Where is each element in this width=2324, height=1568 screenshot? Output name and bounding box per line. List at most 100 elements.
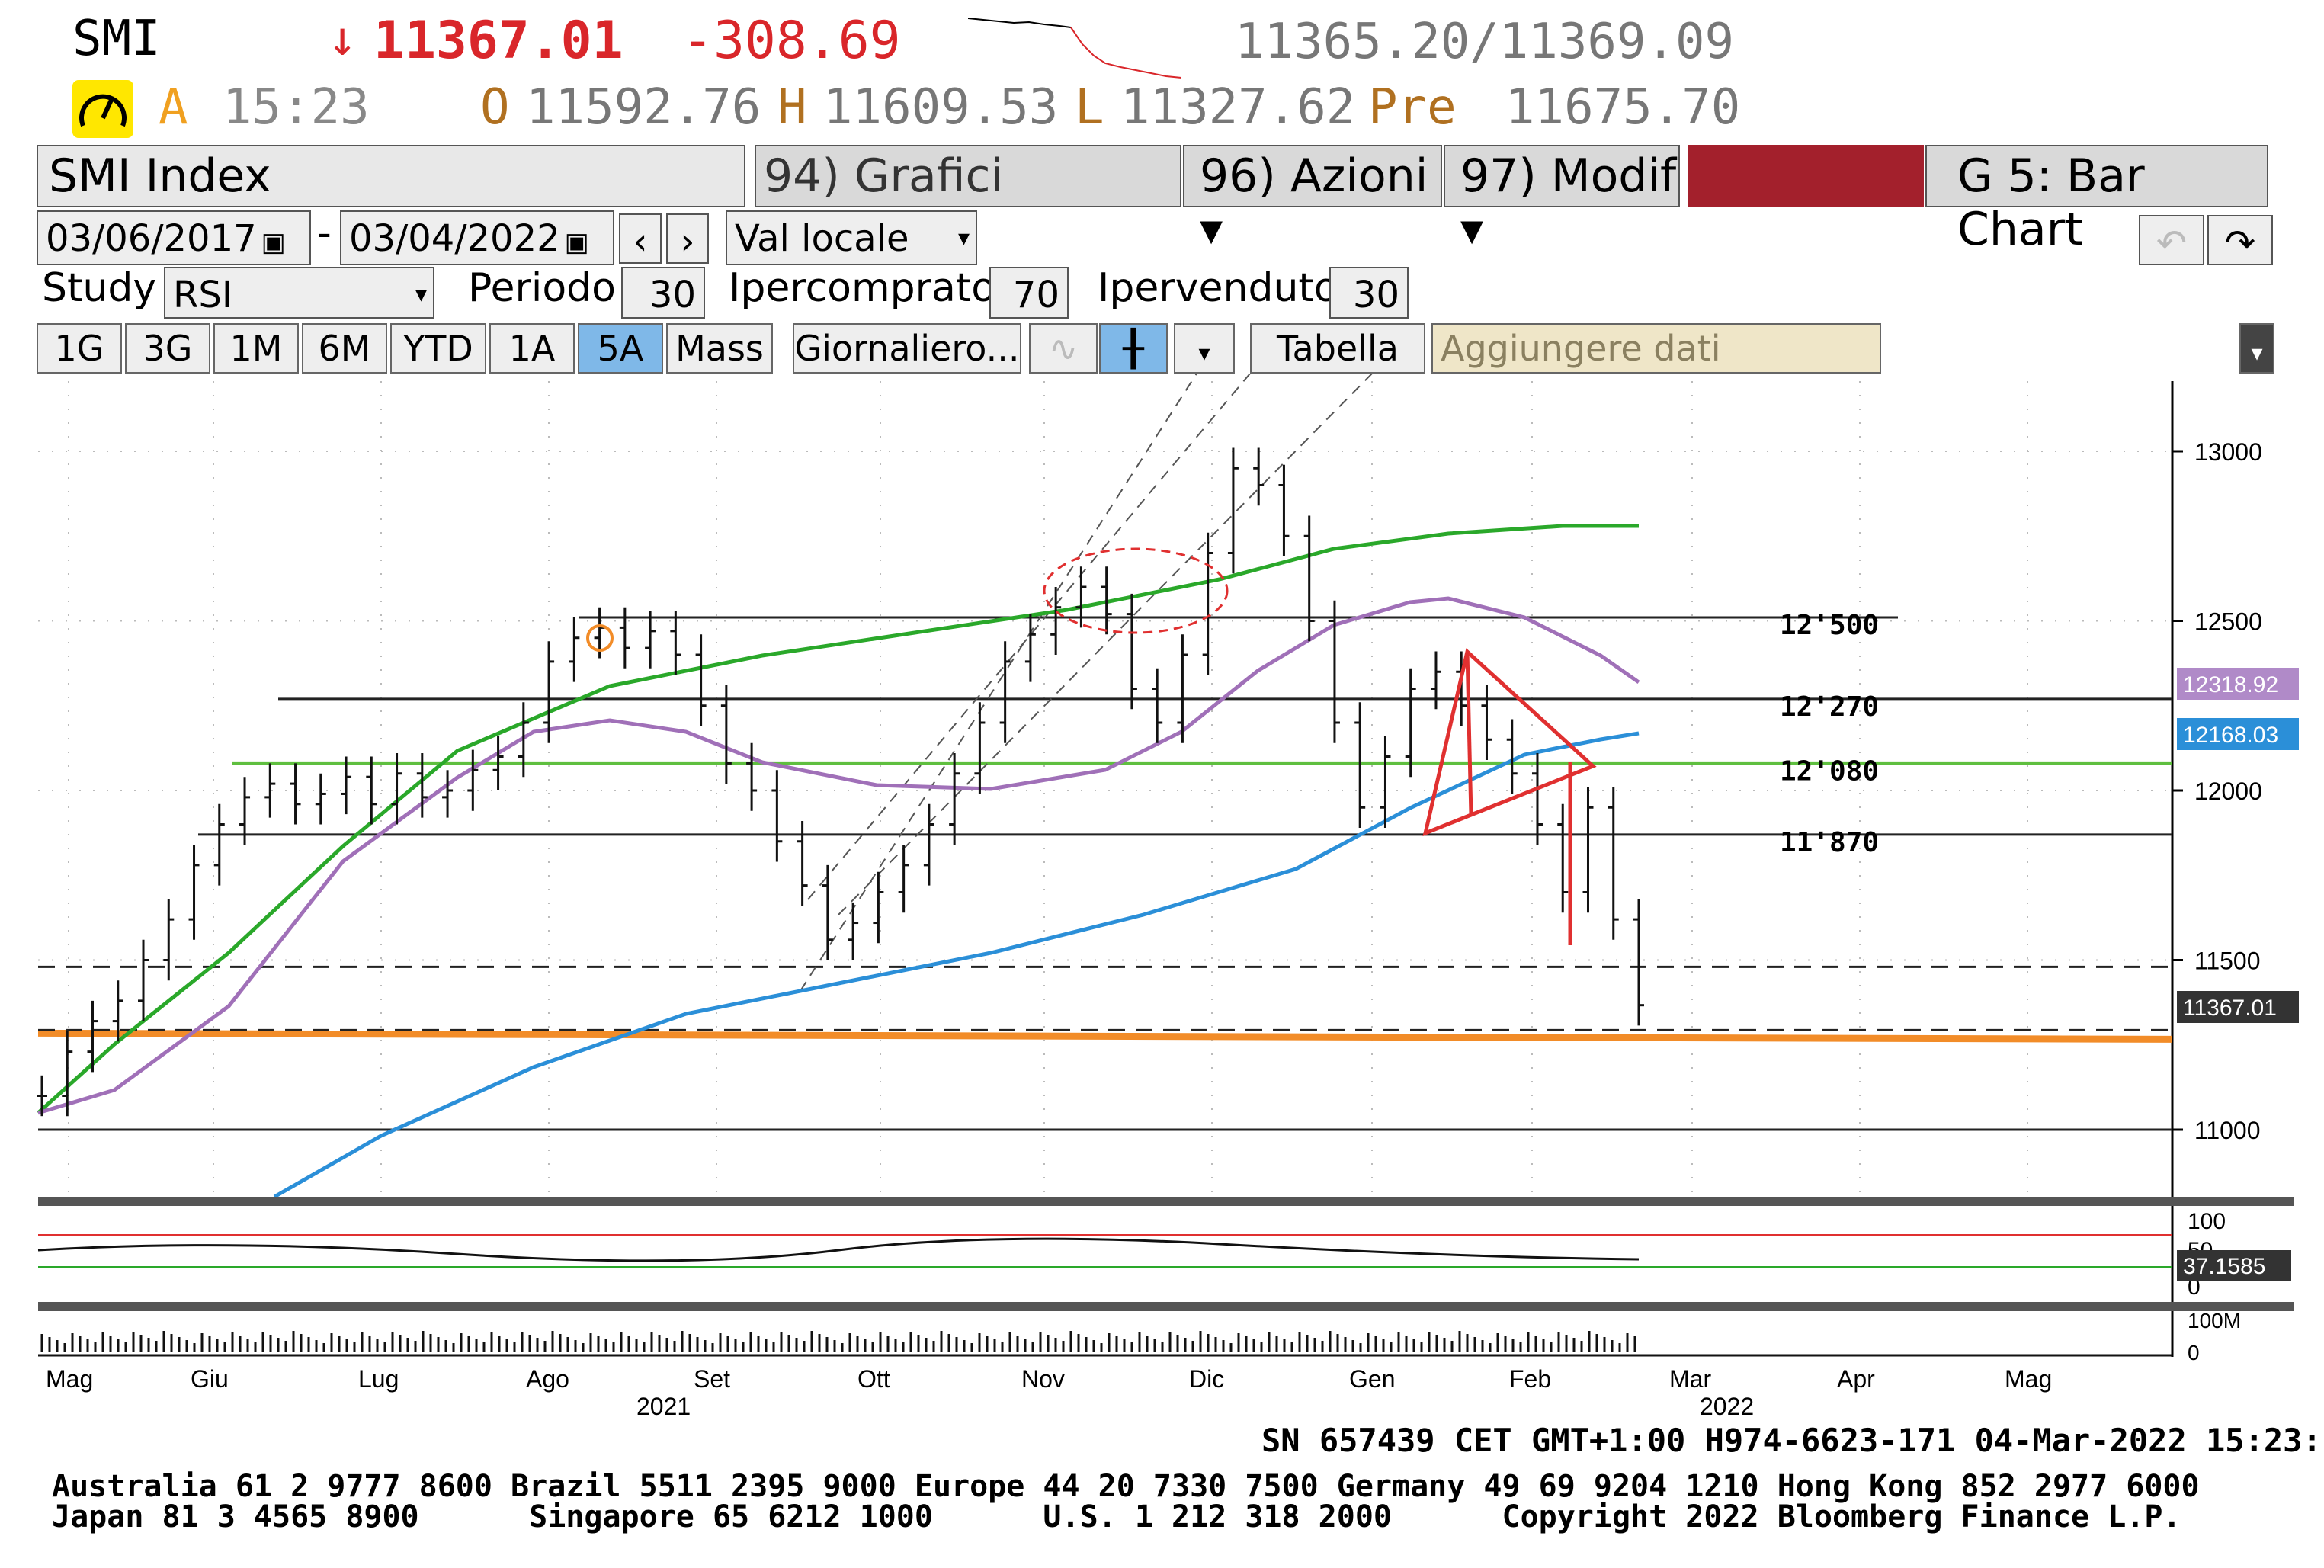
chevron-down-icon: ▾ [1198, 340, 1210, 367]
quote-time: 15:23 [223, 79, 370, 136]
menu-actions[interactable]: 96) Azioni ▾ [1183, 145, 1442, 256]
price-chart: 11000 11500 12000 12500 13000 12'500 12'27… [37, 374, 2299, 1420]
dashed-ellipse-annotation [1043, 547, 1229, 634]
bar-style-button[interactable]: ╂ [1099, 323, 1168, 374]
price-tick-label: 12000 [2188, 778, 2262, 805]
rsi-badge-label: 37.1585 [2183, 1254, 2265, 1279]
range-button-ytd[interactable]: YTD [390, 323, 486, 374]
circle-annotation [586, 624, 614, 652]
month-label: Gen [1349, 1365, 1395, 1393]
chevron-down-icon: ▾ [957, 225, 970, 252]
table-button[interactable]: Tabella [1250, 323, 1425, 374]
bid-ask: 11365.20/11369.09 [1235, 14, 1735, 70]
price-badge [2177, 991, 2299, 1023]
add-data-input[interactable]: Aggiungere dati [1431, 323, 1881, 374]
date-separator: - [317, 210, 332, 256]
calendar-icon[interactable]: ▣ [261, 227, 286, 258]
range-button-3g[interactable]: 3G [125, 323, 210, 374]
period-label: Periodo [468, 265, 616, 311]
chevron-down-icon: ▾ [415, 281, 427, 308]
month-label: Ott [857, 1365, 890, 1393]
start-date-value: 03/06/2017 [46, 217, 257, 260]
month-label: Dic [1189, 1365, 1224, 1393]
contact-line-2: Japan 81 3 4565 8900 Singapore 65 6212 1… [52, 1499, 2181, 1534]
price-badge-label: 11367.01 [2183, 996, 2277, 1021]
ticker-symbol: SMI [72, 11, 161, 67]
level-label: 12'500 [1780, 610, 1879, 641]
net-change: -308.69 [682, 11, 901, 71]
status-gauge-icon [72, 80, 133, 138]
year-label: 2021 [636, 1393, 691, 1420]
pre-label: Pre [1368, 79, 1457, 136]
oversold-label: Ipervenduto [1098, 265, 1338, 311]
ma-purple [37, 596, 1640, 1115]
end-date-value: 03/04/2022 [349, 217, 560, 260]
security-field[interactable]: SMI Index [37, 145, 745, 207]
price-badge [2177, 718, 2299, 750]
price-badge-label: 12318.92 [2183, 672, 2278, 697]
line-style-button[interactable]: ∿ [1029, 323, 1098, 374]
oversold-input[interactable]: 30 [1329, 267, 1409, 319]
range-button-6m[interactable]: 6M [302, 323, 387, 374]
level-label: 12'270 [1780, 691, 1879, 723]
end-date-field[interactable]: 03/04/2022 ▣ [340, 210, 614, 265]
range-button-mass[interactable]: Mass [666, 323, 773, 374]
price-tick-label: 11500 [2188, 948, 2261, 975]
pre-value: 11675.70 [1505, 79, 1741, 136]
status-letter: A [159, 79, 188, 136]
frequency-select[interactable]: Giornaliero... [793, 323, 1021, 374]
triangle-annotation [1422, 648, 1597, 837]
menu-modify[interactable]: 97) Modif ▾ [1444, 145, 1680, 256]
volume-tick-label: 100M [2188, 1309, 2241, 1332]
level-label: 11'870 [1780, 827, 1879, 858]
range-button-1g[interactable]: 1G [37, 323, 122, 374]
range-button-5a[interactable]: 5A [578, 323, 663, 374]
table-label: Tabella [1277, 328, 1399, 369]
settings-dropdown-button[interactable]: ▾ [2239, 323, 2274, 374]
rsi-line [37, 1237, 1640, 1262]
rsi-badge [2177, 1250, 2291, 1281]
chart-label: G 5: Bar Chart [1925, 145, 2268, 256]
channel-line [800, 374, 1197, 992]
price-tick-label: 13000 [2188, 438, 2262, 466]
chart-label-text: G 5: Bar Chart [1957, 149, 2145, 256]
style-dropdown-button[interactable]: ▾ [1174, 323, 1235, 374]
price-badge-label: 12168.03 [2183, 723, 2278, 748]
next-period-button[interactable]: › [666, 213, 709, 264]
study-select[interactable]: RSI ▾ [164, 267, 434, 319]
overbought-input[interactable]: 70 [989, 267, 1069, 319]
redo-button[interactable]: ↷ [2207, 215, 2273, 265]
currency-select[interactable]: Val locale ▾ [726, 210, 977, 265]
range-button-1a[interactable]: 1A [489, 323, 575, 374]
low-value: 11327.62 [1120, 79, 1356, 136]
month-label: Ago [526, 1365, 569, 1393]
add-data-placeholder: Aggiungere dati [1441, 328, 1721, 369]
prev-period-button[interactable]: ‹ [619, 213, 662, 264]
overbought-label: Ipercomprato [729, 265, 996, 311]
low-label: L [1075, 79, 1104, 136]
calendar-icon[interactable]: ▣ [564, 227, 589, 258]
frequency-value: Giornaliero... [794, 328, 1020, 369]
price-tick-label: 12500 [2188, 608, 2262, 636]
panel-separator [38, 1302, 2294, 1311]
period-input[interactable]: 30 [621, 267, 705, 319]
rsi-tick-label: 0 [2188, 1275, 2201, 1300]
range-button-1m[interactable]: 1M [213, 323, 299, 374]
start-date-field[interactable]: 03/06/2017 ▣ [37, 210, 311, 265]
price-badge [2177, 668, 2299, 700]
open-value: 11592.76 [526, 79, 761, 136]
ma-green [37, 524, 1639, 1114]
open-label: O [480, 79, 510, 136]
month-label: Mar [1669, 1365, 1711, 1393]
menu-suggested-charts[interactable]: 94) Grafici suggeriti [755, 145, 1181, 256]
rsi-tick-label: 100 [2188, 1209, 2226, 1234]
alert-block [1688, 145, 1924, 207]
session-info: SN 657439 CET GMT+1:00 H974-6623-171 04-… [1261, 1422, 2322, 1459]
ma-blue [273, 731, 1640, 1199]
undo-button[interactable]: ↶ [2139, 215, 2204, 265]
month-label: Nov [1021, 1365, 1065, 1393]
triangle-annotation-edge [1465, 651, 1473, 816]
orange-support-line [37, 1029, 2173, 1043]
month-label: Apr [1837, 1365, 1875, 1393]
study-value: RSI [173, 274, 232, 316]
